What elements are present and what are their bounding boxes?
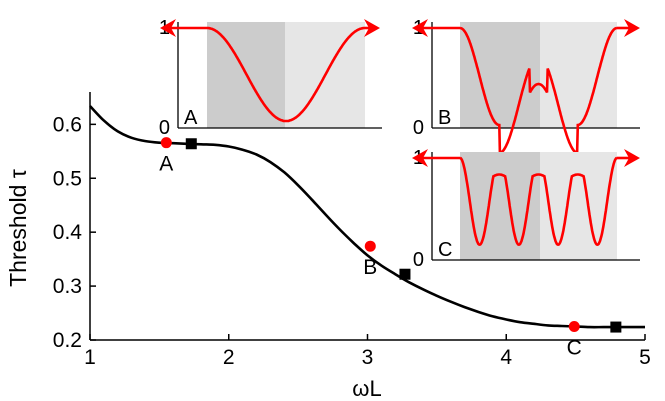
inset-c: 10C xyxy=(412,147,640,271)
point-b-marker xyxy=(364,240,376,252)
arrow-right-icon xyxy=(624,149,640,167)
y-tick-label: 0.2 xyxy=(53,329,82,352)
band-dark xyxy=(460,152,540,260)
x-tick-label: 3 xyxy=(362,346,374,369)
x-tick-label: 2 xyxy=(223,346,235,369)
square-marker xyxy=(185,138,197,150)
square-marker xyxy=(399,268,411,280)
inset-curve xyxy=(459,156,618,247)
y-tick-label: 0.5 xyxy=(53,167,82,190)
inset-curve xyxy=(459,26,618,155)
inset-curve xyxy=(207,26,365,123)
inset-a: 10A xyxy=(159,17,382,139)
arrow-left-icon xyxy=(160,19,176,37)
arrow-left-icon xyxy=(412,19,428,37)
point-label-b: B xyxy=(363,256,377,279)
square-marker xyxy=(610,321,622,333)
y-axis-label: Threshold τ xyxy=(5,169,31,287)
x-tick-label: 5 xyxy=(639,346,651,369)
inset-panel-label: C xyxy=(438,239,452,261)
main-chart: A B C 1 2 3 4 5 0.2 0.3 0.4 0.5 0.6 ωL Threshold τ xyxy=(5,92,651,401)
point-label-c: C xyxy=(567,337,582,360)
point-label-a: A xyxy=(159,153,173,176)
arrow-left-icon xyxy=(412,149,428,167)
markers-group: A B C xyxy=(159,137,622,360)
band-light xyxy=(540,152,617,260)
point-c-marker xyxy=(568,321,580,333)
inset-panel-label: A xyxy=(184,107,198,129)
inset-b: 10B xyxy=(412,17,640,155)
x-tick-label: 1 xyxy=(84,346,96,369)
y-tick-label: 0.6 xyxy=(53,113,82,136)
inset-tick-label-0: 0 xyxy=(413,249,424,271)
inset-tick-label-0: 0 xyxy=(413,117,424,139)
inset-panel-label: B xyxy=(438,107,451,129)
band-light xyxy=(540,22,617,128)
y-tick-label: 0.4 xyxy=(53,221,83,244)
insets-group: 10A10B10C xyxy=(159,17,640,271)
inset-tick-label-0: 0 xyxy=(159,117,170,139)
arrow-right-icon xyxy=(364,19,380,37)
x-axis-label: ωL xyxy=(352,376,381,401)
arrow-right-icon xyxy=(624,19,640,37)
x-tick-label: 4 xyxy=(500,346,512,369)
y-tick-label: 0.3 xyxy=(53,275,82,298)
main-axes: 1 2 3 4 5 0.2 0.3 0.4 0.5 0.6 xyxy=(53,92,651,369)
point-a-marker xyxy=(160,137,172,149)
threshold-curve xyxy=(89,105,645,329)
